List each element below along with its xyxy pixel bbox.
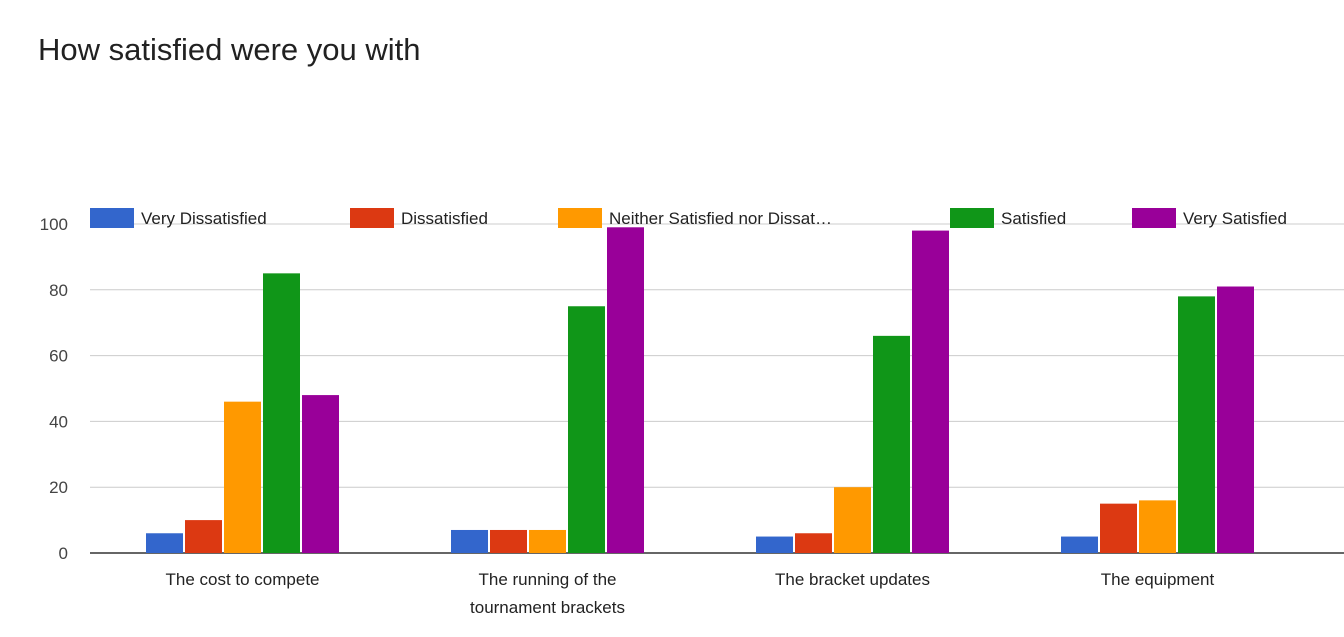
- x-category-label: The equipment: [1101, 570, 1215, 589]
- bar-very-satisfied: [302, 395, 339, 553]
- bar-neither-satisfied-nor-dissat: [1139, 500, 1176, 553]
- bar-very-satisfied: [912, 230, 949, 553]
- y-tick-label: 80: [49, 281, 68, 300]
- legend-swatch[interactable]: [558, 208, 602, 228]
- bar-satisfied: [568, 306, 605, 553]
- legend-label[interactable]: Very Satisfied: [1183, 209, 1287, 228]
- bar-neither-satisfied-nor-dissat: [224, 401, 261, 553]
- bar-dissatisfied: [795, 533, 832, 553]
- bar-dissatisfied: [185, 520, 222, 553]
- x-category-label: The cost to compete: [165, 570, 319, 589]
- chart-title: How satisfied were you with: [38, 32, 421, 67]
- bar-satisfied: [1178, 296, 1215, 553]
- legend-label[interactable]: Satisfied: [1001, 209, 1066, 228]
- x-category-label: The running of the tournament brackets: [470, 570, 625, 617]
- bar-satisfied: [873, 335, 910, 553]
- legend-swatch[interactable]: [1132, 208, 1176, 228]
- y-tick-label: 40: [49, 412, 68, 431]
- bar-very-satisfied: [1217, 286, 1254, 553]
- bar-dissatisfied: [1100, 503, 1137, 553]
- bar-neither-satisfied-nor-dissat: [834, 487, 871, 553]
- y-tick-label: 60: [49, 347, 68, 366]
- legend-swatch[interactable]: [90, 208, 134, 228]
- bar-very-satisfied: [607, 227, 644, 554]
- legend-label[interactable]: Very Dissatisfied: [141, 209, 267, 228]
- legend-label[interactable]: Dissatisfied: [401, 209, 488, 228]
- bar-very-dissatisfied: [146, 533, 183, 553]
- bar-very-dissatisfied: [1061, 536, 1098, 553]
- legend-swatch[interactable]: [950, 208, 994, 228]
- bar-very-dissatisfied: [451, 529, 488, 553]
- x-category-label: The bracket updates: [775, 570, 930, 589]
- y-tick-label: 100: [40, 215, 68, 234]
- bar-dissatisfied: [490, 529, 527, 553]
- legend-swatch[interactable]: [350, 208, 394, 228]
- bar-very-dissatisfied: [756, 536, 793, 553]
- bar-satisfied: [263, 273, 300, 553]
- legend-label[interactable]: Neither Satisfied nor Dissat…: [609, 209, 832, 228]
- bar-neither-satisfied-nor-dissat: [529, 529, 566, 553]
- y-tick-label: 0: [59, 544, 68, 563]
- y-tick-label: 20: [49, 478, 68, 497]
